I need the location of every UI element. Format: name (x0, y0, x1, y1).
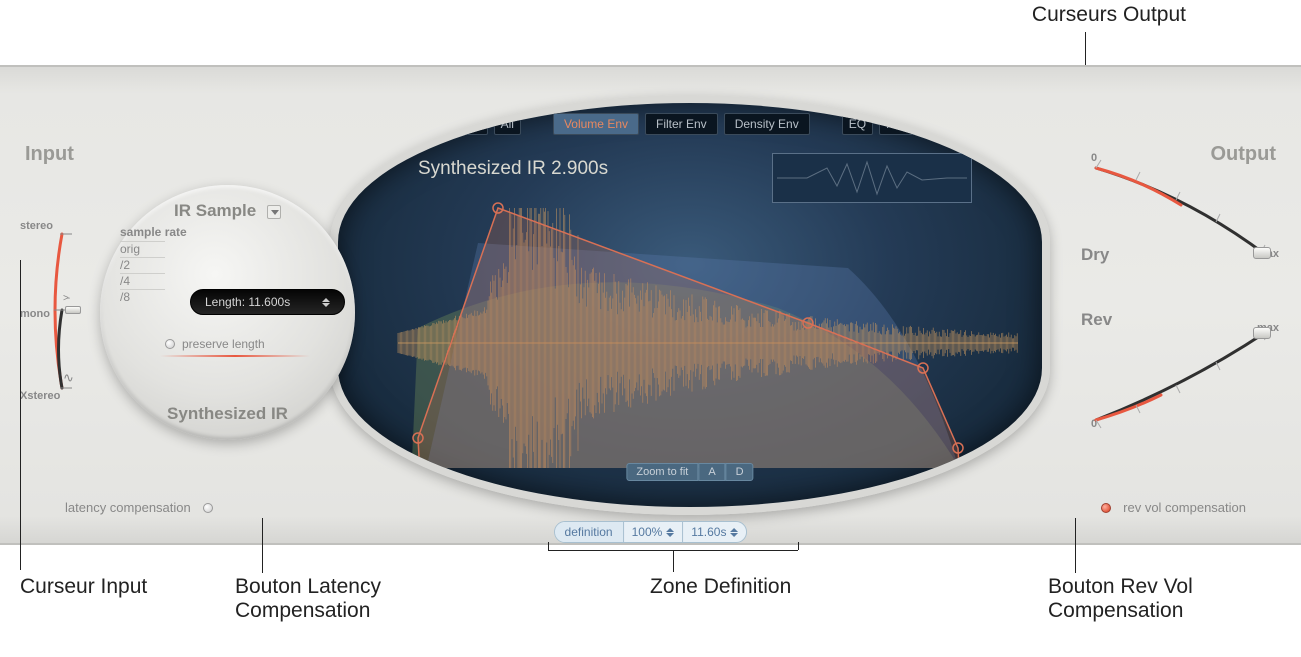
annotation-line (798, 542, 799, 550)
definition-seconds[interactable]: 11.60s (683, 522, 746, 542)
ir-sample-dropdown-icon[interactable] (267, 205, 281, 219)
length-stepper-icon[interactable] (322, 298, 330, 307)
rev-slider[interactable]: max Rev 0 (1081, 320, 1291, 430)
revvol-label: rev vol compensation (1123, 500, 1246, 515)
sr-option-half[interactable]: /2 (120, 257, 165, 273)
input-slider-track (10, 210, 95, 410)
tab-filter-env[interactable]: Filter Env (645, 113, 718, 135)
preserve-led-icon (165, 339, 175, 349)
input-slider[interactable]: stereo mono Xstereo >- ∿ (10, 210, 95, 410)
length-label: Length: (205, 295, 245, 309)
tab-bar: Reset All Volume Env Filter Env Density … (388, 113, 992, 135)
preserve-length-toggle[interactable]: preserve length (165, 337, 265, 351)
main-display: Reset All Volume Env Filter Env Density … (330, 95, 1050, 515)
sample-rate-label: sample rate (120, 225, 355, 239)
waveform-area[interactable] (378, 148, 1002, 447)
definition-bar: definition 100% 11.60s (554, 521, 748, 543)
annotation-zone-definition: Zone Definition (650, 575, 791, 599)
plugin-panel: Input Output stereo mono Xstereo >- ∿ IR… (0, 65, 1301, 545)
ir-sample-label: IR Sample (174, 201, 256, 220)
annotation-bouton-latency: Bouton Latency Compensation (235, 575, 381, 623)
tab-all[interactable]: All (494, 113, 521, 135)
annotation-curseur-input: Curseur Input (20, 575, 147, 599)
annotation-bouton-revvol: Bouton Rev Vol Compensation (1048, 575, 1193, 623)
ir-round-panel: IR Sample sample rate orig /2 /4 /8 Leng… (100, 185, 355, 440)
input-slider-thumb[interactable] (65, 306, 81, 314)
rev-vol-compensation-toggle[interactable]: rev vol compensation (1101, 500, 1246, 515)
definition-percent-stepper-icon[interactable] (666, 528, 674, 537)
output-section: 0 Dry max max Rev 0 (1081, 150, 1291, 480)
ir-sample-title[interactable]: IR Sample (100, 201, 355, 221)
envelope-display (378, 148, 1018, 468)
annotation-line (1075, 518, 1076, 573)
zoom-to-fit-button[interactable]: Zoom to fit (626, 463, 698, 481)
dry-slider[interactable]: 0 Dry max (1081, 150, 1291, 260)
annotation-line (20, 260, 21, 570)
zoom-d-button[interactable]: D (726, 463, 754, 481)
definition-seconds-stepper-icon[interactable] (730, 528, 738, 537)
tab-reverse[interactable]: Reverse (879, 113, 938, 135)
rev-slider-thumb[interactable] (1253, 327, 1271, 339)
length-value: 11.600s (248, 295, 290, 309)
tab-eq[interactable]: EQ (842, 113, 873, 135)
definition-percent-value: 100% (632, 522, 663, 542)
zoom-bar: Zoom to fit A D (626, 463, 753, 481)
tab-volume-env[interactable]: Volume Env (553, 113, 639, 135)
latency-label: latency compensation (65, 500, 191, 515)
annotation-line (673, 550, 674, 572)
tab-reset[interactable]: Reset (442, 113, 487, 135)
annotation-line (548, 542, 549, 550)
input-section-label: Input (25, 143, 74, 166)
latency-led-icon (203, 503, 213, 513)
annotation-line (262, 518, 263, 573)
sr-option-orig[interactable]: orig (120, 241, 165, 257)
sr-option-quarter[interactable]: /4 (120, 273, 165, 289)
length-field[interactable]: Length: 11.600s (190, 289, 345, 315)
annotation-curseurs-output: Curseurs Output (1032, 3, 1186, 27)
rev-arc (1081, 320, 1281, 430)
definition-percent[interactable]: 100% (624, 522, 684, 542)
latency-compensation-toggle[interactable]: latency compensation (65, 500, 213, 515)
divider-underline (160, 355, 310, 357)
preserve-length-label: preserve length (182, 337, 265, 351)
synthesized-ir-title[interactable]: Synthesized IR (100, 404, 355, 424)
dry-arc (1081, 150, 1281, 260)
dry-slider-thumb[interactable] (1253, 247, 1271, 259)
revvol-led-icon (1101, 503, 1111, 513)
tab-density-env[interactable]: Density Env (724, 113, 810, 135)
zoom-a-button[interactable]: A (698, 463, 725, 481)
definition-label: definition (555, 522, 624, 542)
sr-option-eighth[interactable]: /8 (120, 289, 165, 305)
definition-seconds-value: 11.60s (691, 522, 726, 542)
